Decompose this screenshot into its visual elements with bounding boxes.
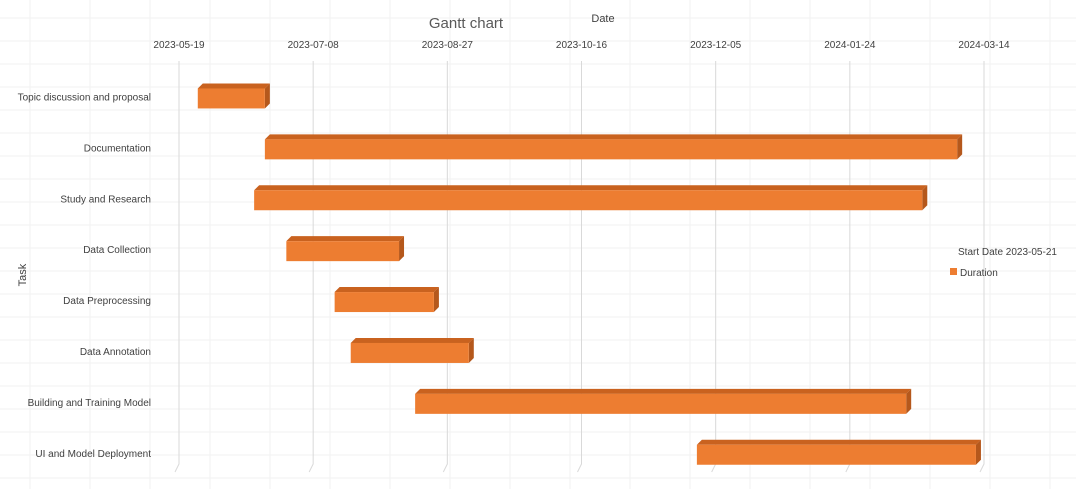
gantt-bar <box>264 134 963 160</box>
gantt-bar <box>334 287 439 313</box>
gantt-bar <box>696 439 981 465</box>
x-tick-label: 2024-01-24 <box>824 40 876 51</box>
legend-swatch-duration <box>950 268 957 275</box>
y-category-label: Data Preprocessing <box>63 296 151 307</box>
gantt-bar <box>286 236 405 262</box>
legend: Start Date 2023-05-21 Duration <box>950 247 1057 279</box>
gridline <box>174 61 180 473</box>
y-category-label: Study and Research <box>60 194 151 205</box>
gantt-bar <box>350 337 474 363</box>
x-tick-label: 2023-12-05 <box>690 40 742 51</box>
gridline <box>979 61 985 473</box>
y-category-label: Data Collection <box>83 245 151 256</box>
y-category-label: UI and Model Deployment <box>35 449 151 460</box>
x-tick-label: 2023-08-27 <box>422 40 474 51</box>
x-tick-label: 2023-10-16 <box>556 40 608 51</box>
y-category-label: Data Annotation <box>80 347 151 358</box>
y-category-label: Documentation <box>84 143 151 154</box>
x-tick-label: 2024-03-14 <box>958 40 1010 51</box>
chart-title: Gantt chart <box>429 15 504 32</box>
y-category-label: Building and Training Model <box>28 398 151 409</box>
gridline <box>308 61 314 473</box>
gantt-bar <box>197 83 270 109</box>
y-category-label: Topic discussion and proposal <box>18 92 151 103</box>
legend-header: Start Date 2023-05-21 <box>958 247 1057 258</box>
y-axis-label: Task <box>17 263 29 286</box>
x-axis-label: Date <box>591 13 614 25</box>
legend-entry-duration: Duration <box>960 268 998 279</box>
x-tick-label: 2023-07-08 <box>288 40 340 51</box>
gantt-bar <box>415 388 912 414</box>
x-tick-label: 2023-05-19 <box>153 40 205 51</box>
gantt-bar <box>254 185 928 211</box>
